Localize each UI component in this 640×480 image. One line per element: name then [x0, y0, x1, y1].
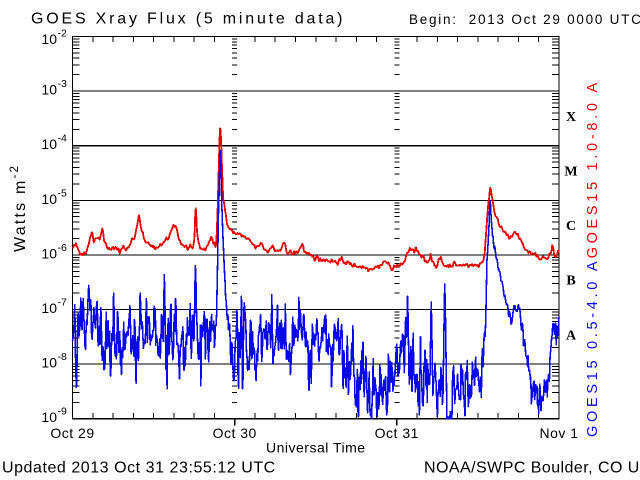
svg-text:10: 10: [41, 31, 57, 47]
svg-text:Oct 30: Oct 30: [213, 425, 257, 441]
svg-text:Watts m-2: Watts m-2: [9, 164, 29, 252]
svg-text:A: A: [566, 328, 577, 343]
svg-text:M: M: [564, 165, 577, 180]
svg-text:10: 10: [41, 355, 57, 371]
svg-text:10: 10: [41, 136, 57, 152]
svg-text:Oct 31: Oct 31: [375, 425, 419, 441]
svg-text:10: 10: [41, 245, 57, 261]
svg-text:-7: -7: [58, 297, 67, 309]
svg-text:X: X: [566, 110, 576, 125]
svg-text:Universal Time: Universal Time: [266, 440, 366, 456]
svg-text:10: 10: [41, 409, 57, 425]
svg-text:10: 10: [41, 191, 57, 207]
svg-text:GOES Xray Flux (5 minute data): GOES Xray Flux (5 minute data): [31, 10, 345, 27]
svg-text:-2: -2: [58, 28, 67, 40]
svg-text:-4: -4: [58, 133, 67, 145]
svg-text:-3: -3: [58, 78, 67, 90]
svg-text:-8: -8: [58, 351, 67, 363]
svg-text:-9: -9: [58, 406, 67, 418]
svg-text:Oct 29: Oct 29: [50, 425, 94, 441]
svg-text:10: 10: [41, 82, 57, 98]
svg-text:10: 10: [41, 300, 57, 316]
svg-text:Updated 2013 Oct 31 23:55:12 U: Updated 2013 Oct 31 23:55:12 UTC: [2, 460, 276, 477]
svg-text:C: C: [566, 219, 576, 234]
svg-text:Nov 1: Nov 1: [539, 425, 578, 441]
svg-text:B: B: [566, 274, 575, 289]
svg-text:GOES15 1.0-8.0 A: GOES15 1.0-8.0 A: [585, 79, 601, 258]
svg-text:NOAA/SWPC Boulder, CO USA: NOAA/SWPC Boulder, CO USA: [424, 460, 640, 477]
svg-text:-5: -5: [58, 187, 67, 199]
svg-text:-6: -6: [58, 242, 67, 254]
svg-text:Begin: 2013 Oct 29 0000 UTC: Begin: 2013 Oct 29 0000 UTC: [409, 12, 640, 27]
svg-text:GOES15 0.5-4.0 A: GOES15 0.5-4.0 A: [585, 258, 601, 437]
